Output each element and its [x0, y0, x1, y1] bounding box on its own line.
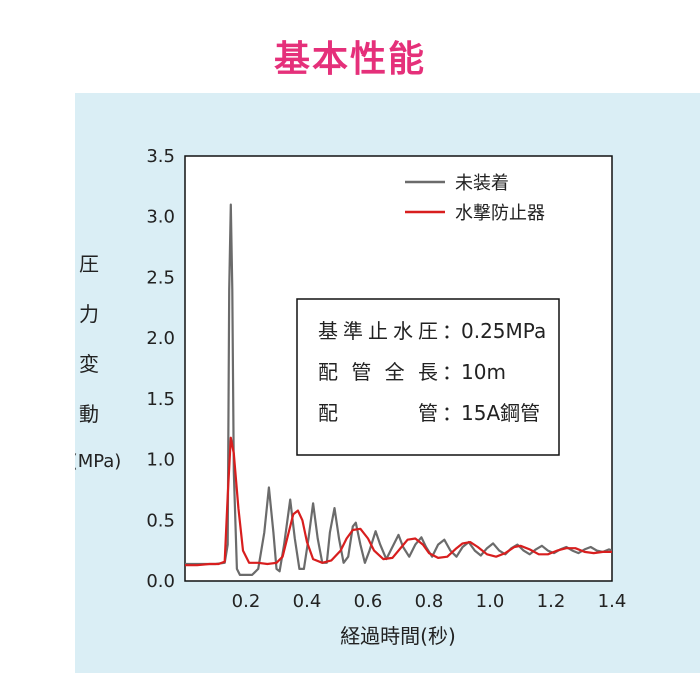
y-tick-label: 3.0 — [146, 207, 175, 228]
page-title: 基本性能 — [273, 39, 426, 80]
x-axis-label: 経過時間(秒) — [340, 624, 456, 648]
x-tick-label: 0.8 — [415, 591, 444, 612]
condition-value: 0.25MPa — [461, 319, 546, 343]
x-tick-label: 1.0 — [476, 591, 505, 612]
y-axis-label-char: 力 — [79, 302, 99, 326]
y-axis-label-char: 動 — [79, 402, 99, 426]
legend-label: 未装着 — [455, 173, 509, 194]
y-tick-label: 0.5 — [146, 510, 175, 531]
x-tick-label: 0.4 — [293, 591, 322, 612]
y-axis-unit: (MPa) — [75, 451, 121, 472]
series-line-2 — [185, 436, 612, 567]
y-tick-label: 2.0 — [146, 328, 175, 349]
condition-label: 配 管 — [318, 401, 438, 425]
conditions-box-frame — [296, 298, 560, 456]
y-axis-label-char: 圧 — [79, 252, 99, 276]
x-tick-label: 0.2 — [232, 591, 261, 612]
y-tick-label: 1.5 — [146, 389, 175, 410]
chart-panel: 圧力変動 (MPa) 0.0 0.5 1.0 1.5 2.0 2.5 3.0 3.5 0.2 0.4… — [75, 93, 700, 673]
y-tick-label: 3.5 — [146, 146, 175, 167]
condition-label: 基準止水圧 — [318, 319, 438, 343]
x-tick-label: 1.4 — [598, 591, 627, 612]
condition-separator: ： — [442, 360, 462, 384]
x-tick-label: 0.6 — [354, 591, 383, 612]
y-axis-label-char: 変 — [79, 352, 99, 376]
condition-value: 10m — [461, 360, 506, 384]
x-tick-label: 1.2 — [537, 591, 566, 612]
y-tick-label: 1.0 — [146, 450, 175, 471]
series-lines — [185, 203, 612, 576]
condition-label: 配 管 全 長 — [318, 360, 438, 384]
condition-value: 15A鋼管 — [461, 401, 540, 425]
axis-ticks: 0.0 0.5 1.0 1.5 2.0 2.5 3.0 3.5 0.2 0.4 0.6 0.8 1.0 1… — [146, 146, 626, 612]
y-tick-label: 0.0 — [146, 571, 175, 592]
legend-label: 水撃防止器 — [455, 203, 545, 224]
condition-separator: ： — [442, 319, 462, 343]
series-line-1 — [185, 203, 612, 576]
y-tick-label: 2.5 — [146, 267, 175, 288]
condition-separator: ： — [442, 401, 462, 425]
